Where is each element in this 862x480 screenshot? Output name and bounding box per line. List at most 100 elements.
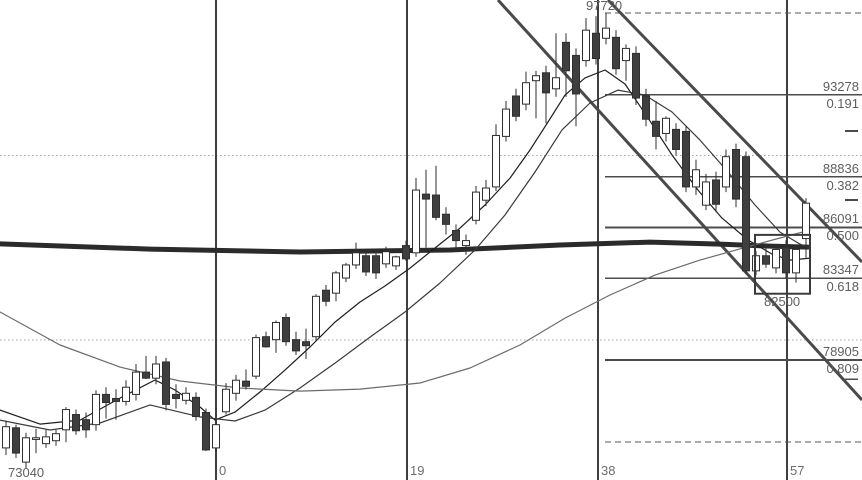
- x-axis-label-57: 57: [790, 463, 805, 478]
- candle-body-up: [152, 363, 160, 379]
- candle-body-up: [622, 47, 630, 62]
- candle-body-up: [382, 251, 390, 265]
- candle-body-up: [332, 272, 340, 294]
- candle-body-down: [682, 130, 690, 188]
- candle-body-down: [452, 229, 460, 242]
- fib-price-label: 83347: [822, 262, 859, 278]
- candle-body-up: [252, 337, 260, 377]
- candle-body-down: [192, 396, 200, 418]
- candle-body-down: [442, 213, 450, 225]
- candle-body-up: [482, 187, 490, 201]
- fib-ratio-label: 0.191: [826, 95, 859, 111]
- candle-body-down: [672, 128, 680, 150]
- candle-body-down: [102, 393, 110, 404]
- candle-body-down: [612, 36, 620, 70]
- candle-body-up: [122, 386, 130, 402]
- candle-body-up: [552, 77, 560, 90]
- candle-body-down: [262, 336, 270, 348]
- candle-body-down: [742, 156, 750, 272]
- candle-body-up: [412, 189, 420, 254]
- candle-body-down: [162, 361, 170, 405]
- fib-ratio-label: 0.382: [826, 177, 859, 193]
- candle-body-up: [182, 392, 190, 401]
- candle-body-up: [532, 75, 540, 82]
- candle-body-up: [662, 117, 670, 134]
- candle-body-up: [502, 108, 510, 137]
- candle-body-up: [232, 379, 240, 394]
- candle-body-up: [772, 248, 780, 269]
- swing-low-price-label: 73040: [8, 465, 45, 480]
- candle-body-down: [82, 419, 90, 431]
- candle-body-up: [22, 437, 30, 463]
- candle-body-up: [132, 371, 140, 395]
- candle-body-up: [62, 409, 70, 431]
- fib-ratio-label: 0.809: [826, 361, 859, 377]
- candle-body-down: [302, 341, 310, 347]
- candle-body-down: [72, 414, 80, 432]
- candle-body-down: [142, 371, 150, 379]
- fib-price-label: 93278: [822, 78, 859, 94]
- channel-line-upper[interactable]: [606, 0, 862, 264]
- x-axis-label-38: 38: [601, 463, 616, 478]
- fib-price-label: 88836: [822, 160, 859, 176]
- candle-body-down: [782, 247, 790, 274]
- candle-body-down: [372, 255, 380, 274]
- fib-price-label: 86091: [822, 211, 859, 227]
- candle-body-down: [202, 411, 210, 451]
- candle-body-up: [722, 156, 730, 188]
- candle-body-down: [362, 255, 370, 273]
- rectangle-price-label: 82500: [764, 293, 801, 309]
- candle-body-down: [292, 339, 300, 352]
- candle-body-down: [652, 120, 660, 137]
- candle-body-up: [342, 264, 350, 279]
- candle-body-up: [272, 321, 280, 341]
- candle-body-down: [322, 289, 330, 302]
- candle-body-down: [282, 317, 290, 343]
- fib-ratio-label: 0.618: [826, 279, 859, 295]
- swing-high-price-label: 97720: [586, 0, 623, 14]
- candle-body-down: [12, 427, 20, 454]
- x-axis-label-0: 0: [219, 463, 227, 478]
- candle-body-up: [352, 252, 360, 266]
- candle-body-down: [762, 255, 770, 265]
- candle-body-up: [392, 256, 400, 267]
- candle-body-up: [52, 433, 60, 442]
- candle-body-up: [2, 426, 10, 449]
- candle-body-up: [692, 169, 700, 188]
- candle-body-up: [462, 240, 470, 247]
- candle-body-down: [542, 72, 550, 94]
- candle-body-up: [92, 393, 100, 426]
- candle-body-up: [522, 82, 530, 105]
- candle-body-down: [592, 32, 600, 60]
- candle-body-up: [212, 424, 220, 449]
- candle-body-down: [242, 380, 250, 387]
- price-rectangle[interactable]: [754, 233, 811, 295]
- candle-body-down: [562, 41, 570, 72]
- candle-body-down: [172, 393, 180, 399]
- fib-price-label: 78905: [822, 344, 859, 360]
- candle-body-up: [472, 191, 480, 221]
- candle-body-up: [702, 181, 710, 206]
- fib-ratio-label: 0.500: [826, 228, 859, 244]
- candle-body-down: [422, 193, 430, 200]
- candle-body-down: [512, 95, 520, 117]
- candle-body-up: [582, 29, 590, 62]
- candle-body-up: [222, 388, 230, 413]
- candle-body-down: [432, 194, 440, 218]
- candle-body-down: [642, 95, 650, 120]
- x-axis-label-19: 19: [410, 463, 425, 478]
- candle-body-down: [712, 179, 720, 205]
- candle-body-up: [602, 27, 610, 39]
- candle-body-down: [572, 54, 580, 95]
- channel-line-lower[interactable]: [496, 0, 862, 401]
- candle-body-down: [632, 52, 640, 99]
- candle-body-down: [402, 245, 410, 260]
- candle-body-up: [492, 134, 500, 188]
- candle-body-up: [802, 202, 810, 240]
- candle-body-up: [32, 437, 40, 440]
- candle-body-down: [732, 148, 740, 200]
- candle-body-up: [42, 436, 50, 445]
- candle-body-up: [792, 248, 800, 274]
